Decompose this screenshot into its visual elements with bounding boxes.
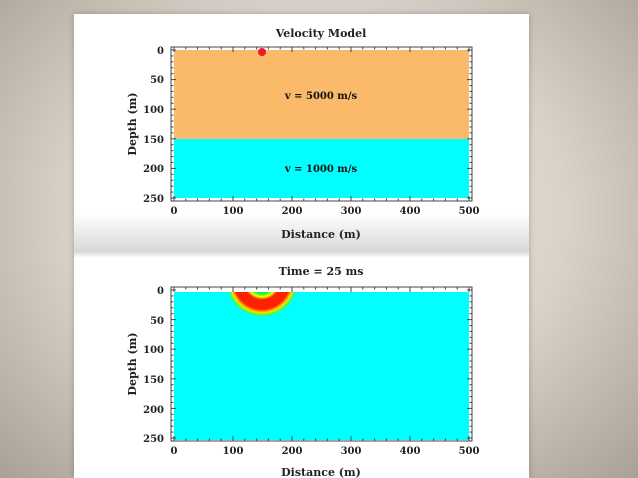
plot-title: Velocity Model xyxy=(275,27,367,40)
x-tick-label: 400 xyxy=(400,206,421,217)
slide: Velocity Model v = 5000 m/s v = 1000 m/s… xyxy=(74,14,529,478)
x-tick-label: 400 xyxy=(400,446,421,457)
x-tick-label: 100 xyxy=(223,206,244,217)
x-axis: 0 100 200 300 400 500 Distance (m) xyxy=(171,446,480,478)
y-tick-label: 0 xyxy=(157,46,164,57)
y-tick-label: 100 xyxy=(143,345,164,356)
source-marker xyxy=(258,48,266,56)
x-tick-label: 300 xyxy=(341,446,362,457)
y-tick-label: 50 xyxy=(150,316,164,327)
y-axis: 0 50 100 150 200 250 Depth (m) xyxy=(126,46,164,205)
velocity-layer-bottom xyxy=(174,139,469,198)
layer-label-bottom: v = 1000 m/s xyxy=(284,164,358,175)
plot-area xyxy=(174,292,469,440)
x-tick-label: 200 xyxy=(282,446,303,457)
wavefront xyxy=(226,292,298,326)
velocity-layer-top xyxy=(174,50,469,139)
plot-title: Time = 25 ms xyxy=(279,265,364,278)
y-tick-label: 200 xyxy=(143,164,164,175)
layer-label-top: v = 5000 m/s xyxy=(284,91,358,102)
y-tick-label: 250 xyxy=(143,434,164,445)
tick-marks xyxy=(171,287,472,441)
x-tick-label: 0 xyxy=(171,446,178,457)
y-axis: 0 50 100 150 200 250 Depth (m) xyxy=(126,286,164,445)
x-tick-label: 300 xyxy=(341,206,362,217)
x-tick-label: 500 xyxy=(459,206,480,217)
x-axis-label: Distance (m) xyxy=(281,466,361,478)
x-axis-label: Distance (m) xyxy=(281,228,361,241)
x-axis: 0 100 200 300 400 500 Distance (m) xyxy=(171,206,480,241)
plot-frame xyxy=(170,46,473,202)
y-axis-label: Depth (m) xyxy=(126,92,139,155)
y-tick-label: 250 xyxy=(143,194,164,205)
velocity-model-plot: Velocity Model v = 5000 m/s v = 1000 m/s… xyxy=(126,27,480,241)
plot-area: v = 5000 m/s v = 1000 m/s xyxy=(174,48,469,198)
tick-marks xyxy=(171,47,472,201)
y-tick-label: 150 xyxy=(143,375,164,386)
x-tick-label: 200 xyxy=(282,206,303,217)
y-axis-label: Depth (m) xyxy=(126,332,139,395)
x-tick-label: 100 xyxy=(223,446,244,457)
plot-frame xyxy=(170,286,473,442)
y-tick-label: 0 xyxy=(157,286,164,297)
x-tick-label: 500 xyxy=(459,446,480,457)
y-tick-label: 50 xyxy=(150,75,164,86)
y-tick-label: 100 xyxy=(143,105,164,116)
y-tick-label: 200 xyxy=(143,405,164,416)
slide-shadow-band xyxy=(74,214,529,258)
wavefield-snapshot-plot: Time = 25 ms 0 50 100 150 200 250 Depth … xyxy=(126,265,480,478)
wavefield-background xyxy=(174,292,469,440)
x-tick-label: 0 xyxy=(171,206,178,217)
y-tick-label: 150 xyxy=(143,135,164,146)
